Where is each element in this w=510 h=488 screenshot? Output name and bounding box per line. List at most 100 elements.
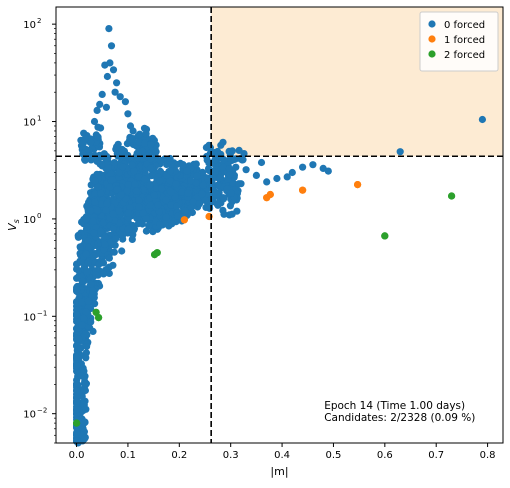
point-cloud-975 [81,156,89,164]
point-front-1-forced-4 [299,186,307,194]
point-cloud-1773 [124,209,133,217]
point-cloud-1775 [94,183,102,191]
point-cloud-1792 [77,372,85,380]
point-cloud-1547 [142,130,150,138]
point-cloud-141 [220,210,228,218]
point-cloud-1652 [139,209,147,217]
point-cloud-1606 [225,165,234,173]
x-tick-label: 0.6 [377,450,393,461]
point-cloud-1722 [103,200,111,208]
point-cloud-1768 [84,297,92,305]
point-0-forced-10 [96,100,104,108]
point-cloud-1762 [132,187,141,195]
point-front-2-forced-6 [448,192,456,200]
point-cloud-1507 [99,219,107,227]
point-cloud-1661 [73,387,81,395]
point-cloud-1793 [91,177,99,185]
point-cloud-1226 [226,202,234,210]
point-cloud-1331 [77,344,85,352]
point-0-forced-40 [309,161,317,169]
point-0-forced-34 [252,171,260,179]
point-cloud-1755 [128,161,136,169]
point-cloud-1708 [97,189,105,197]
point-cloud-1671 [146,201,154,209]
point-cloud-1510 [82,215,90,223]
point-cloud-1659 [91,198,99,206]
point-0-forced-47 [396,148,404,156]
point-cloud-1784 [113,186,121,194]
point-0-forced-42 [324,167,332,175]
legend-label: 0 forced [444,20,485,31]
point-cloud-1742 [123,187,131,195]
point-cloud-1604 [115,207,123,215]
point-cloud-1753 [90,252,98,260]
point-cloud-1796 [216,174,224,182]
point-0-forced-11 [121,98,129,106]
point-cloud-1314 [81,433,89,441]
point-cloud-1668 [203,174,211,182]
point-cloud-1789 [102,206,110,214]
legend-label: 1 forced [444,35,485,46]
point-cloud-1769 [78,321,86,329]
point-cloud-1559 [199,168,207,176]
point-cloud-1684 [208,184,216,192]
x-tick-label: 0.3 [223,450,239,461]
point-cloud-1728 [183,167,191,175]
point-0-forced-46 [257,158,266,167]
point-cloud-1674 [142,215,150,223]
point-cloud-1759 [89,287,97,295]
point-cloud-1756 [158,185,166,193]
point-cloud-1737 [135,203,143,211]
point-cloud-1362 [134,220,142,228]
point-cloud-1524 [138,147,146,155]
y-tick-exponent: −1 [37,309,47,317]
point-cloud-1676 [84,237,92,245]
point-cloud-1683 [178,188,186,196]
point-cloud-1545 [124,225,133,233]
point-cloud-715 [89,327,97,335]
point-cloud-1672 [219,194,227,202]
point-cloud-1516 [136,130,144,138]
point-0-forced-33 [242,166,250,174]
point-cloud-1607 [83,223,91,231]
point-cloud-1747 [166,167,174,175]
point-cloud-1767 [150,191,158,199]
point-cloud-1735 [80,314,88,322]
x-tick-label: 0.5 [325,450,341,461]
point-cloud-443 [118,247,126,255]
y-axis-label: Vs [6,219,21,231]
point-cloud-1525 [73,381,81,389]
point-cloud-1720 [94,133,102,141]
point-cloud-1790 [211,168,219,176]
point-cloud-1593 [109,225,117,233]
point-cloud-1434 [168,220,176,228]
point-cloud-1788 [117,191,125,199]
point-cloud-1765 [157,156,165,165]
point-cloud-1456 [202,203,210,211]
point-cloud-1364 [135,138,143,146]
point-0-forced-13 [124,110,132,118]
point-cloud-1648 [135,173,143,181]
point-cloud-1787 [112,235,120,243]
point-cloud-1786 [99,259,108,267]
point-cloud-1502 [219,163,227,171]
point-cloud-1560 [187,177,195,185]
point-cloud-1655 [92,271,100,279]
annotation-candidates: Candidates: 2/2328 (0.09 %) [324,412,475,424]
point-cloud-1392 [189,198,197,206]
point-cloud-951 [228,210,236,218]
point-cloud-1707 [119,163,127,171]
point-cloud-1224 [213,200,221,208]
point-cloud-1581 [130,167,138,175]
y-tick-exponent: −2 [37,407,47,415]
y-tick-label: 10 [23,312,36,323]
point-cloud-1731 [80,418,89,426]
x-tick-label: 0.8 [480,450,496,461]
y-tick-label: 10 [23,215,36,226]
point-cloud-1785 [181,207,189,215]
y-tick-label: 10 [23,118,36,129]
point-0-forced-35 [263,178,271,186]
point-0-forced-9 [116,93,124,101]
point-front-1-forced-0 [180,216,188,224]
